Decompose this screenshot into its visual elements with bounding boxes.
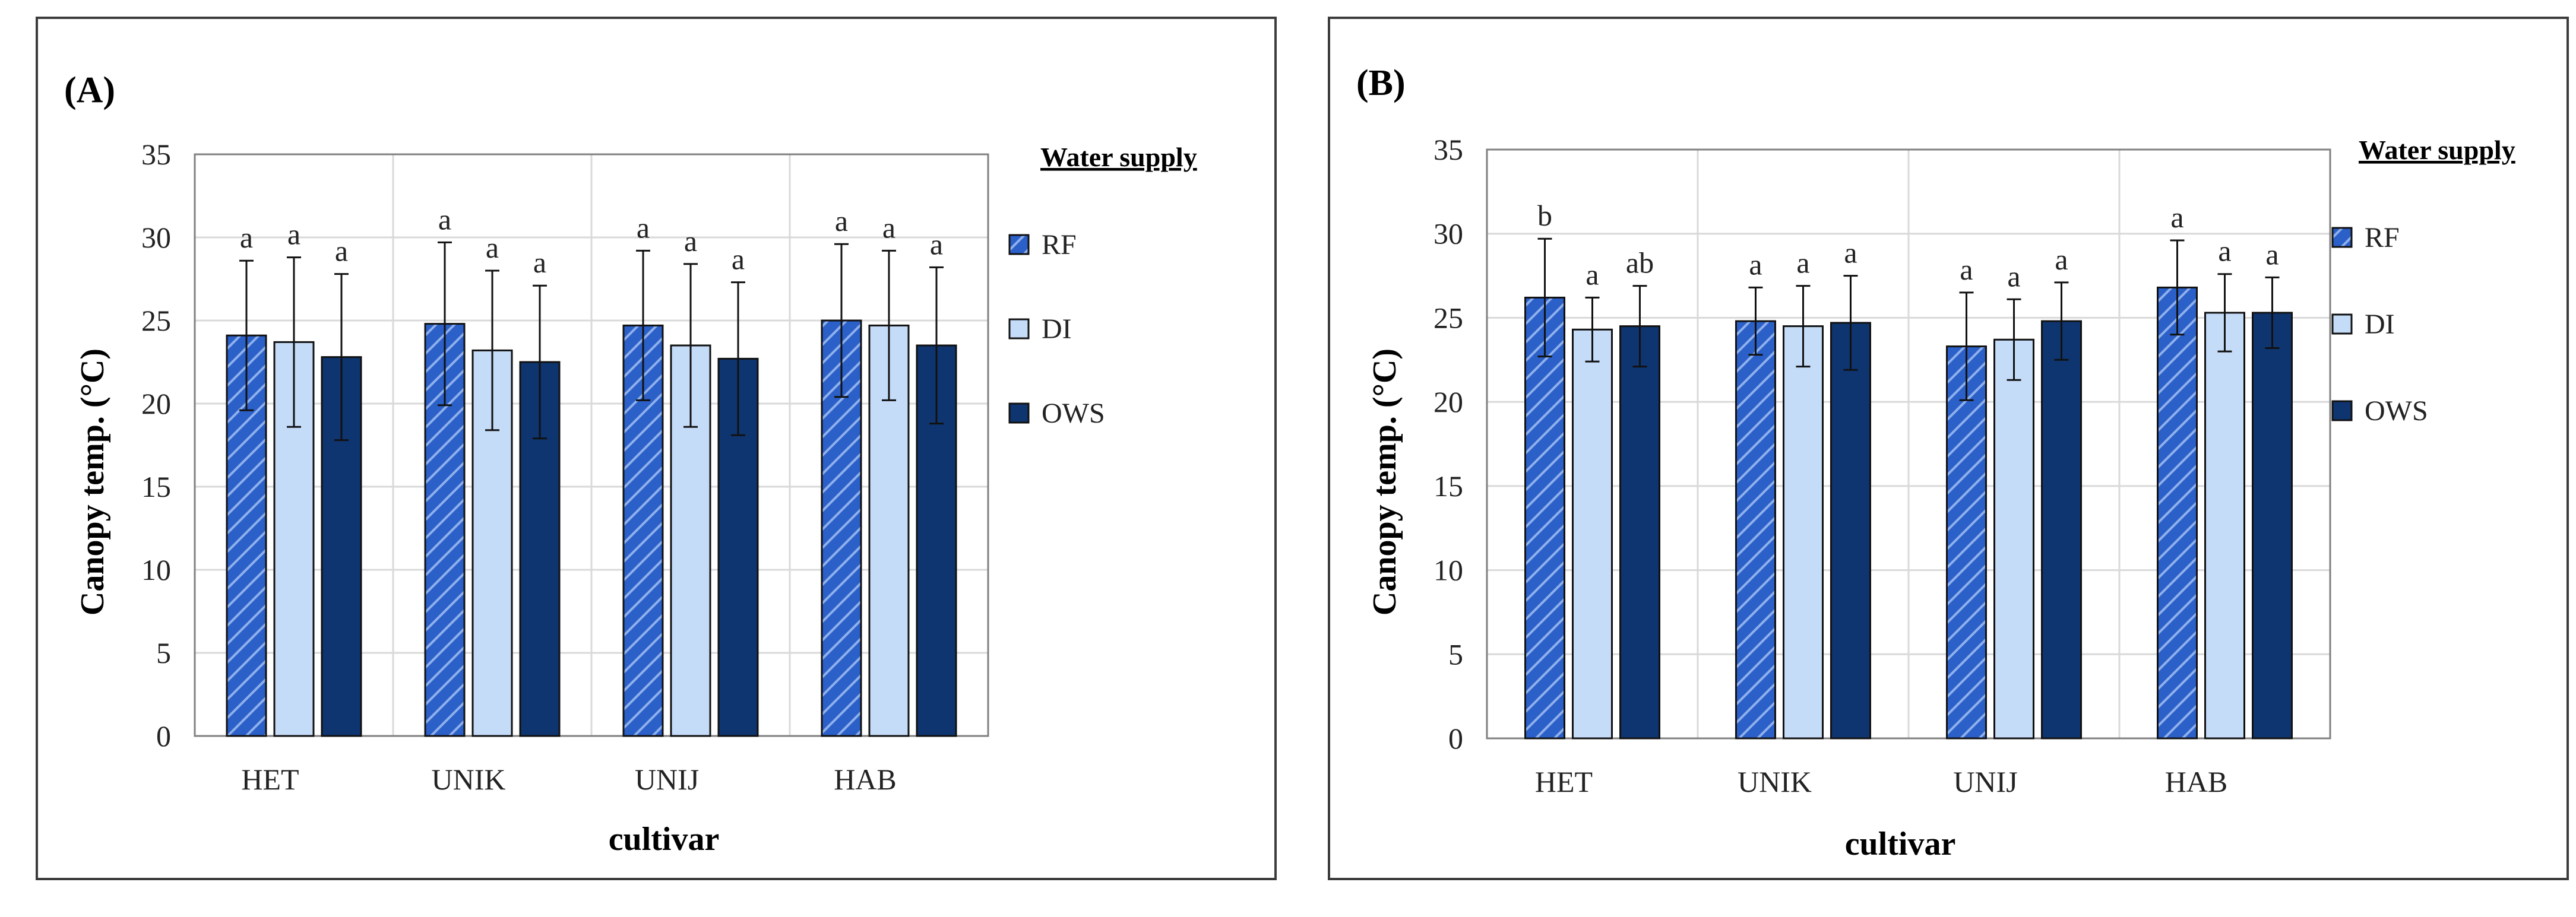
y-tick-label: 30 [141,221,171,254]
legend-title: Water supply [2359,135,2515,165]
bar [1572,328,1613,740]
y-tick-label: 5 [156,636,171,669]
significance-label: a [240,221,253,254]
y-tick-label: 20 [141,387,171,420]
significance-label: a [533,246,546,279]
significance-label: a [1844,236,1857,269]
y-tick-label: 15 [1433,469,1463,503]
significance-label: a [2170,201,2183,234]
y-tick-label: 30 [1433,217,1463,250]
significance-label: a [2218,234,2231,268]
significance-label: a [1586,258,1599,291]
x-tick-label: UNIK [1738,765,1812,798]
legend-swatch [1008,234,1030,255]
chart-b: (B) Canopy temp. (°C) cultivar 0 5 10 15 20 2… [1356,63,2515,862]
significance-label: a [835,204,848,237]
legend-swatch [1008,318,1030,339]
significance-label: a [2055,243,2068,276]
y-tick-label: 35 [1433,133,1463,166]
x-tick-label: UNIK [432,763,506,796]
legend-title: Water supply [1040,142,1197,172]
legend-label: OWS [2365,395,2428,427]
legend-swatch [1008,402,1030,424]
x-tick-label: UNIJ [635,763,699,796]
bar [1783,325,1824,740]
bar [1830,322,1871,740]
significance-label: ab [1626,246,1654,280]
y-tick-label: 10 [1433,554,1463,587]
x-axis-title: cultivar [609,821,720,858]
bar [2204,312,2245,740]
significance-label: a [1796,246,1809,280]
plot-area: 0 5 10 15 20 25 30 35 HET a a a UNIK a a a UNIJ a a a HAB a a a [141,138,989,796]
y-tick-label: 0 [1448,722,1463,755]
significance-label: a [882,211,895,244]
bar [1993,338,2034,740]
legend-label: DI [2365,309,2395,340]
bar [1946,345,1987,740]
y-tick-label: 25 [141,304,171,337]
legend: Water supply RF DI OWS [1008,142,1197,429]
legend-swatch [2331,227,2353,248]
significance-label: a [732,243,745,276]
significance-label: a [2265,237,2278,271]
y-axis-title: Canopy temp. (°C) [1366,348,1403,615]
significance-label: a [287,218,300,251]
legend-label: RF [2365,222,2400,253]
bar [2041,320,2082,740]
legend-swatch [2331,313,2353,335]
legend-label: OWS [1042,398,1105,429]
bar [2157,286,2198,740]
chart-panel-b: (B) Canopy temp. (°C) cultivar 0 5 10 15 20 2… [1328,17,2569,880]
x-axis-title: cultivar [1845,826,1956,862]
plot-border [1486,148,2331,740]
significance-label: a [684,224,697,258]
bar [1619,325,1660,740]
x-tick-label: UNIJ [1953,765,2017,798]
y-tick-label: 15 [141,470,171,503]
significance-label: a [438,202,451,236]
x-tick-label: HET [1535,765,1593,798]
significance-label: a [637,211,650,244]
chart-panel-a: (A) Canopy temp. (°C) cultivar 0 5 10 15 20 2… [36,17,1277,880]
x-tick-label: HAB [834,763,897,796]
significance-label: a [1749,248,1762,281]
legend-swatch [2331,400,2353,421]
chart-a: (A) Canopy temp. (°C) cultivar 0 5 10 15 20 2… [64,70,1197,858]
bar [1735,320,1776,740]
y-tick-label: 20 [1433,385,1463,418]
bar [2252,312,2293,740]
y-tick-label: 5 [1448,637,1463,671]
bar [1524,296,1565,740]
legend: Water supply RF DI OWS [2331,135,2515,427]
y-tick-label: 25 [1433,301,1463,334]
y-tick-label: 10 [141,553,171,586]
y-tick-label: 35 [141,138,171,171]
significance-label: a [2007,259,2020,293]
significance-label: a [486,231,499,264]
plot-border [194,153,989,737]
significance-label: a [1960,253,1973,286]
x-tick-label: HAB [2165,765,2228,798]
legend-label: DI [1042,313,1072,345]
significance-label: b [1537,199,1552,232]
panel-label: (B) [1356,63,1406,103]
panel-label: (A) [64,70,115,110]
significance-label: a [335,234,348,268]
significance-label: a [930,227,943,261]
legend-label: RF [1042,229,1077,261]
y-axis-title: Canopy temp. (°C) [74,348,111,615]
y-tick-label: 0 [156,719,171,753]
x-tick-label: HET [241,763,299,796]
